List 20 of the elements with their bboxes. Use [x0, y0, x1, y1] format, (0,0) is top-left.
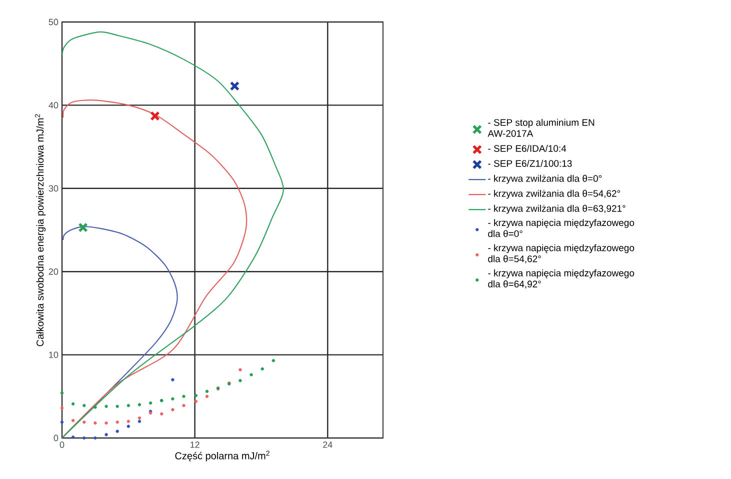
x-tick-label: 24	[323, 442, 332, 448]
legend-label: - krzywa zwilżania dla θ=0°	[488, 174, 602, 184]
legend-label: - krzywa napięcia międzyfazowego dla θ=64,92°	[488, 269, 634, 289]
y-tick-label: 10	[49, 352, 58, 358]
x-tick-label: 0	[60, 442, 64, 448]
legend-label: - SEP E6/Z1/100:13	[488, 160, 572, 167]
legend-label: - SEP stop aluminium EN AW-2017A	[488, 118, 594, 137]
y-tick-label: 30	[48, 185, 58, 192]
legend-label: - SEP E6/IDA/10:4	[488, 144, 566, 152]
legend-label: - krzywa zwilżania dla θ=54,62°	[488, 190, 620, 199]
x-axis-title: Część polarna mJ/m$^{2}$	[175, 450, 270, 462]
legend-label: - krzywa zwilżania dla θ=63,921°	[488, 204, 626, 214]
y-tick-label: 20	[48, 268, 58, 275]
legend-label: - krzywa napięcia międzyfazowego dla θ=0°	[488, 219, 634, 238]
y-axis-title: Całkowita swobodna energia powierzchniowa mJ/m$^{2}$	[35, 114, 46, 346]
y-tick-label: 50	[48, 18, 58, 26]
legend-label: - krzywa napięcia międzyfazowego dla θ=54,62°	[488, 244, 634, 264]
x-tick-label: 12	[190, 442, 200, 448]
y-tick-label: 40	[48, 102, 58, 108]
y-tick-label: 0	[54, 434, 58, 442]
